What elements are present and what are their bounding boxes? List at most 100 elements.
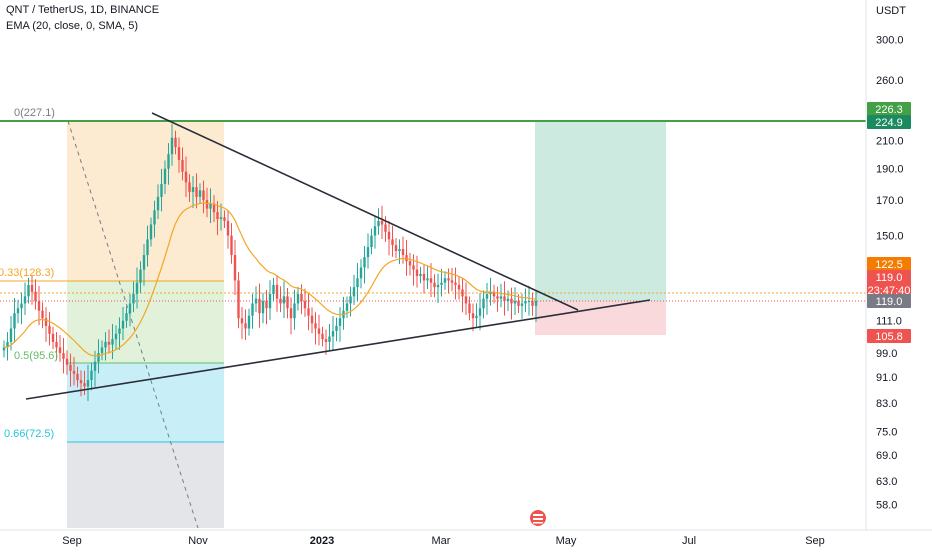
long-position[interactable]: [535, 121, 666, 335]
candle: [303, 288, 307, 317]
candle: [41, 302, 44, 329]
price-badge-119: 119.0: [867, 294, 911, 308]
candle: [314, 312, 317, 345]
time-tick-jul: Jul: [682, 535, 696, 547]
candle: [79, 370, 83, 397]
price-tick: 63.0: [876, 476, 897, 488]
candle: [160, 168, 163, 212]
candle: [163, 160, 167, 195]
candle: [436, 273, 440, 304]
candle: [76, 366, 79, 388]
candle: [408, 252, 412, 276]
candle: [524, 288, 527, 313]
candle: [289, 297, 293, 335]
candle: [58, 335, 62, 362]
time-tick-sep: Sep: [62, 535, 82, 547]
candle: [464, 282, 468, 315]
currency-label: USDT: [876, 5, 906, 17]
candle: [209, 188, 212, 224]
time-tick-mar: Mar: [432, 535, 451, 547]
candle: [83, 370, 86, 396]
svg-text:119.0: 119.0: [876, 272, 903, 284]
candle: [111, 324, 114, 360]
candle: [363, 246, 366, 284]
candle: [338, 307, 342, 342]
candle: [317, 314, 321, 346]
candle: [205, 187, 209, 218]
ascending-trendline[interactable]: [25, 299, 651, 400]
time-axis[interactable]: Sep Nov 2023 Mar May Jul Sep: [0, 529, 932, 547]
candle: [447, 268, 450, 294]
candle: [174, 130, 177, 155]
time-tick-nov: Nov: [188, 535, 208, 547]
candle: [468, 296, 471, 321]
candle: [475, 303, 478, 327]
candle: [391, 225, 394, 257]
price-badge-224: 224.9: [867, 115, 911, 129]
candle: [118, 317, 121, 350]
candle: [380, 205, 384, 239]
fib-zone-cyan: [67, 363, 224, 442]
candle: [195, 173, 198, 209]
candle: [55, 332, 58, 361]
candle: [405, 239, 408, 276]
descending-trendline[interactable]: [151, 112, 579, 311]
candle: [268, 280, 272, 320]
candle: [69, 353, 72, 387]
candle: [93, 350, 97, 387]
price-badge-226: 226.3: [867, 102, 911, 116]
candle: [177, 137, 181, 173]
candle: [244, 309, 247, 341]
fib-zone-grey: [67, 442, 224, 528]
candle: [114, 325, 118, 350]
candle: [510, 287, 513, 320]
price-badge-122: 122.5: [867, 257, 911, 271]
price-axis[interactable]: USDT 300.0 260.0 210.0 190.0 170.0 150.0 111.0…: [865, 0, 932, 530]
candle: [44, 307, 48, 342]
candle: [331, 315, 335, 351]
price-tick: 170.0: [876, 195, 904, 207]
candle: [496, 286, 499, 312]
candle: [100, 340, 104, 361]
candle: [429, 263, 433, 298]
chart-title[interactable]: QNT / TetherUS, 1D, BINANCE: [6, 4, 160, 16]
candle: [499, 283, 503, 308]
earnings-flag-icon[interactable]: [530, 510, 546, 526]
candle: [482, 290, 485, 319]
candle: [149, 217, 153, 247]
candle: [128, 293, 132, 327]
candle: [272, 277, 275, 302]
candle: [65, 350, 69, 375]
candle: [342, 296, 345, 330]
candle: [282, 281, 286, 318]
candle: [412, 254, 415, 286]
candle: [135, 267, 139, 309]
position-stop-zone: [535, 301, 666, 335]
candle: [454, 267, 457, 300]
candle: [121, 306, 125, 341]
candle: [223, 210, 226, 229]
candle: [146, 225, 149, 267]
candle: [415, 255, 419, 288]
candle: [440, 268, 443, 297]
candle: [457, 276, 461, 300]
svg-text:119.0: 119.0: [876, 296, 903, 308]
svg-text:105.8: 105.8: [875, 331, 903, 343]
candle: [366, 233, 370, 269]
fib-zone-green: [67, 281, 224, 363]
ema-line: [3, 202, 537, 357]
candle: [139, 261, 142, 293]
candle: [345, 296, 349, 318]
candle: [279, 286, 282, 313]
candle: [30, 275, 34, 305]
candle: [181, 147, 184, 181]
indicator-legend[interactable]: EMA (20, close, 0, SMA, 5): [6, 20, 139, 32]
candle: [62, 337, 65, 374]
candle: [461, 278, 464, 313]
candle: [258, 283, 261, 328]
candle: [485, 282, 489, 315]
candle: [226, 211, 230, 249]
svg-text:122.5: 122.5: [875, 259, 903, 271]
